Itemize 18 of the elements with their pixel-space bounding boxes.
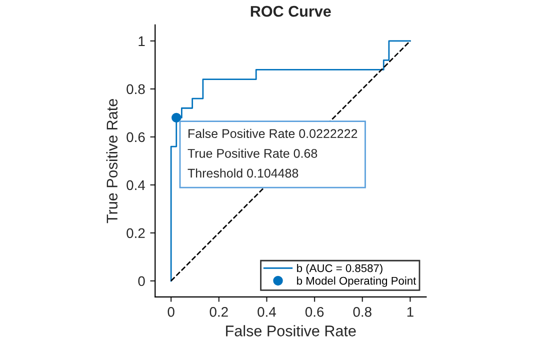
annotation: False Positive Rate 0.0222222 True Positive Rate 0.68 Threshold 0.104488 <box>188 128 358 178</box>
y-tick-label: 0.2 <box>126 228 145 238</box>
x-tick-label: 0.2 <box>210 306 228 317</box>
x-axis-title: False Positive Rate <box>226 325 356 336</box>
y-tick-label: 0 <box>138 276 145 286</box>
x-tick-label: 0.6 <box>305 306 324 317</box>
y-tick-label: 1 <box>138 36 145 46</box>
x-tick-label: 0.8 <box>353 306 372 317</box>
y-tick-label: 0.8 <box>126 84 145 94</box>
y-tick-label: 0.6 <box>126 132 145 142</box>
y-axis-title: True Positive Rate <box>106 99 118 224</box>
y-tick-label: 0.4 <box>126 180 145 190</box>
chart-title: ROC Curve <box>250 6 331 17</box>
legend-label: b (AUC = 0.8587) <box>297 264 382 274</box>
x-tick-label: 0.4 <box>258 306 276 317</box>
legend-label: b Model Operating Point <box>297 276 416 287</box>
x-tick-label: 1 <box>407 307 414 317</box>
x-tick-label: 0 <box>168 306 174 317</box>
